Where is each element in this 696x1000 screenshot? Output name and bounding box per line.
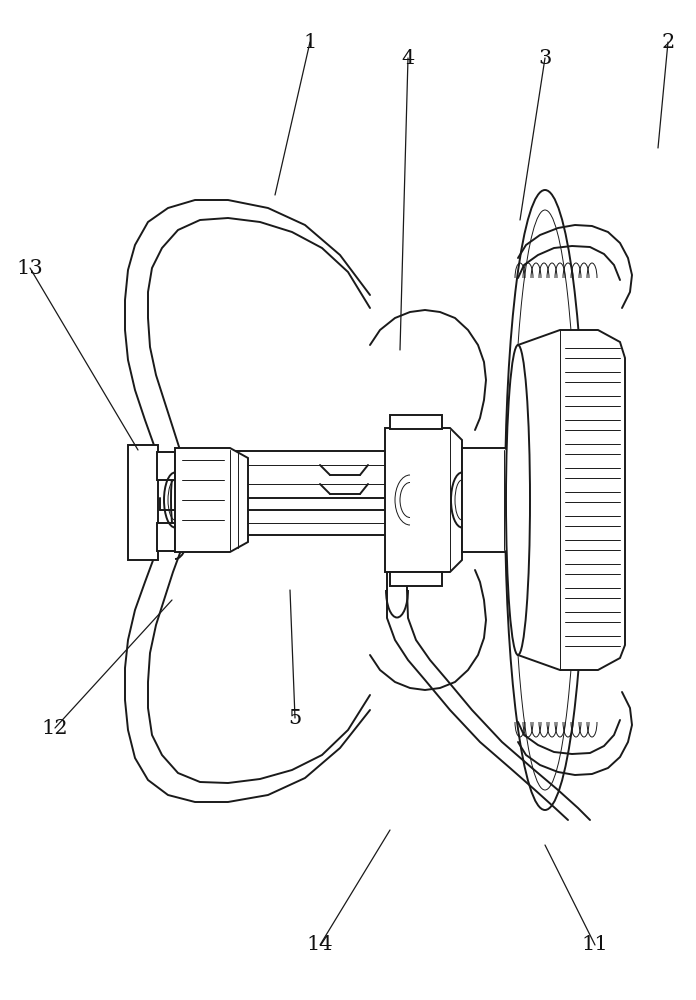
Bar	[157, 452, 175, 480]
Bar	[128, 445, 158, 560]
Text: 1: 1	[303, 32, 317, 51]
Polygon shape	[518, 330, 625, 670]
Bar	[390, 415, 442, 429]
Bar	[390, 572, 442, 586]
Polygon shape	[175, 448, 248, 552]
Text: 2: 2	[661, 32, 674, 51]
Text: 11: 11	[582, 936, 608, 954]
Ellipse shape	[506, 345, 530, 655]
Text: 13: 13	[17, 258, 43, 277]
Polygon shape	[462, 448, 518, 552]
Text: 5: 5	[288, 708, 301, 728]
Text: 4: 4	[402, 48, 415, 68]
Bar	[157, 523, 175, 551]
Text: 3: 3	[538, 48, 552, 68]
Text: 14: 14	[307, 936, 333, 954]
Polygon shape	[385, 428, 462, 572]
Text: 12: 12	[42, 718, 68, 738]
